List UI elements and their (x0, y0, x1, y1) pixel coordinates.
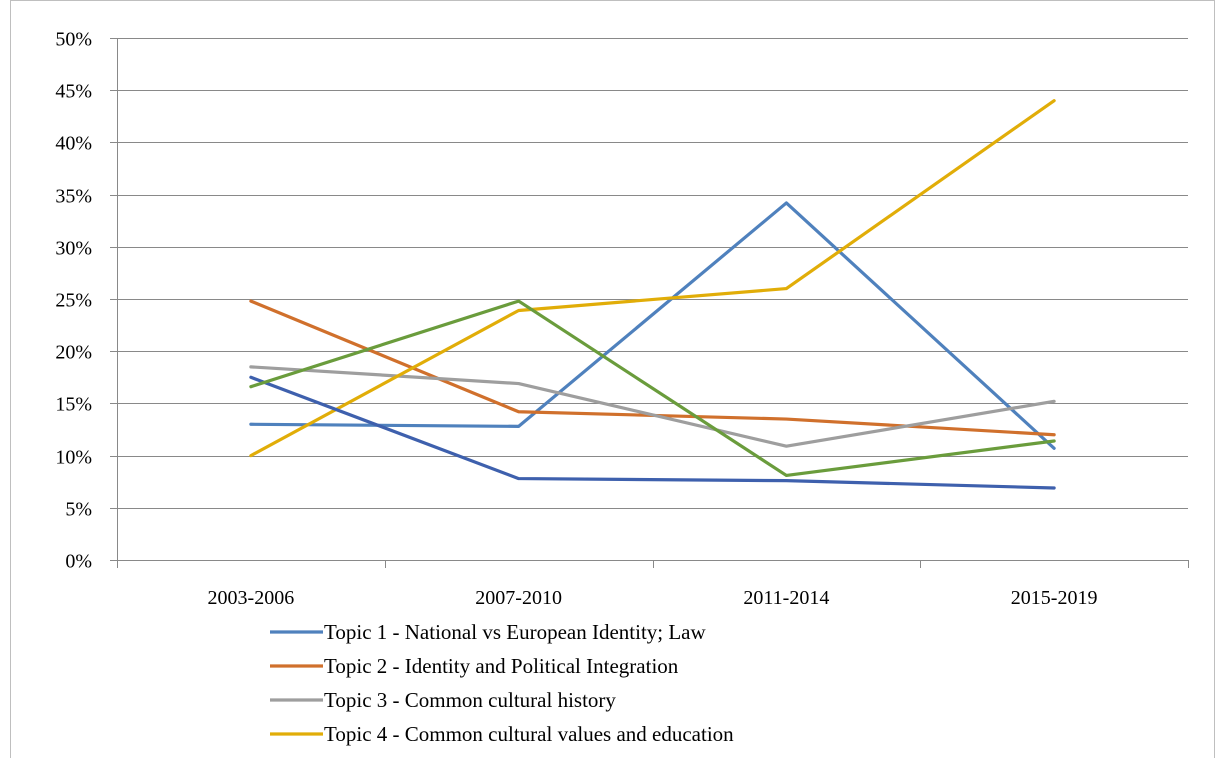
y-tick-label: 50% (55, 29, 92, 51)
y-tick-label: 45% (55, 81, 92, 103)
y-tick-label: 25% (55, 290, 92, 312)
y-tick-label: 5% (65, 499, 92, 521)
y-tick-label: 20% (55, 342, 92, 364)
series-line (249, 201, 1056, 450)
series-line (249, 299, 1056, 478)
y-tick-label: 40% (55, 133, 92, 155)
x-axis: 2003-2006 2007-2010 2011-2014 2015-2019 (117, 560, 1189, 609)
y-tick-label: 0% (65, 551, 92, 573)
x-tick-label: 2011-2014 (743, 587, 829, 609)
series-line (249, 99, 1056, 458)
x-tick-label: 2007-2010 (475, 587, 562, 609)
series-line (249, 365, 1056, 448)
y-tick-label: 30% (55, 238, 92, 260)
legend: Topic 1 - National vs European Identity;… (270, 620, 734, 746)
y-tick-label: 15% (55, 394, 92, 416)
legend-label: Topic 4 - Common cultural values and edu… (324, 722, 734, 746)
gridlines (117, 38, 1188, 509)
series-lines (249, 99, 1056, 490)
y-axis: 0% 5% 10% 15% 20% 25% 30% 35% 40% 45% 50% (55, 29, 118, 573)
y-tick-label: 10% (55, 447, 92, 469)
y-tick-label: 35% (55, 186, 92, 208)
legend-label: Topic 1 - National vs European Identity;… (324, 620, 707, 644)
legend-label: Topic 2 - Identity and Political Integra… (324, 654, 679, 678)
series-line (249, 375, 1056, 490)
x-tick-label: 2003-2006 (208, 587, 295, 609)
x-tick-label: 2015-2019 (1011, 587, 1098, 609)
legend-label: Topic 3 - Common cultural history (324, 688, 616, 712)
